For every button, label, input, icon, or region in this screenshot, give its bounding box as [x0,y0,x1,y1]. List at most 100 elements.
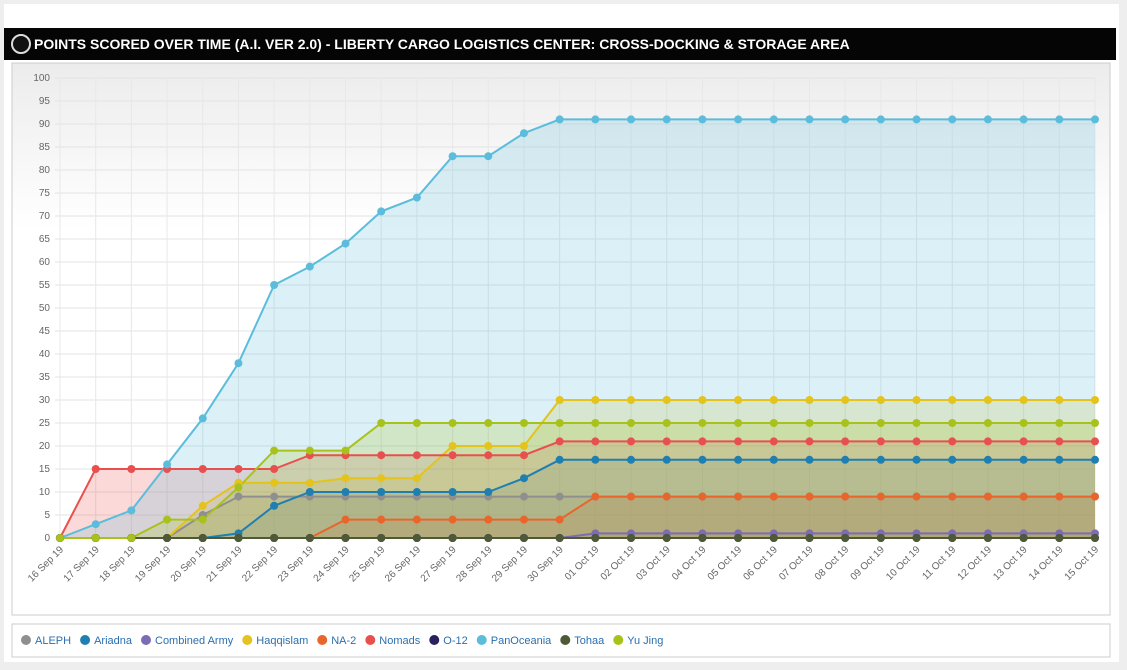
data-point [484,451,493,460]
chart-title: POINTS SCORED OVER TIME (A.I. VER 2.0) -… [34,36,850,52]
data-point [805,437,814,446]
data-point [484,152,493,161]
data-point [876,492,885,501]
data-point [91,520,100,529]
data-point [1091,396,1099,404]
data-point [769,437,778,446]
data-point [876,115,885,124]
data-point [805,419,814,427]
data-point [948,396,957,404]
data-point [769,455,778,464]
data-point [948,419,957,427]
data-point [1019,455,1028,464]
data-point [912,115,921,124]
data-point [591,437,600,446]
data-point [270,478,279,487]
data-point [163,460,172,469]
y-tick-label: 90 [39,119,51,130]
data-point [734,115,743,124]
data-point [555,437,564,446]
data-point [662,115,671,124]
data-point [519,129,528,138]
y-tick-label: 85 [39,142,51,153]
data-point [1055,419,1064,427]
data-point [234,492,243,501]
data-point [198,515,207,524]
data-point [841,115,850,124]
data-point [555,534,564,542]
data-point [234,359,243,368]
data-point [555,115,564,124]
legend-label: NA-2 [331,635,356,647]
data-point [841,396,850,404]
data-point [484,488,493,496]
data-point [1019,534,1028,542]
data-point [591,419,600,427]
data-point [627,115,636,124]
data-point [698,455,707,464]
data-point [1055,396,1064,404]
data-point [698,437,707,446]
series-line [60,399,1095,539]
y-tick-label: 10 [39,487,51,498]
data-point [270,446,279,455]
data-point [1019,492,1028,501]
data-point [412,451,421,460]
data-point [163,534,172,542]
data-point [270,465,279,473]
y-tick-label: 80 [39,165,51,176]
data-point [662,396,671,404]
data-point [627,534,636,542]
y-tick-label: 45 [39,326,51,337]
data-point [91,465,100,473]
data-point [876,396,885,404]
data-point [912,534,921,542]
data-point [698,492,707,501]
legend-label: Tohaa [574,635,605,647]
data-point [341,446,350,455]
data-point [448,488,457,496]
data-point [305,446,314,455]
data-point [555,419,564,427]
data-point [1055,455,1064,464]
data-point [448,419,457,427]
y-tick-label: 75 [39,188,51,199]
data-point [948,455,957,464]
data-point [270,281,279,289]
data-point [912,455,921,464]
legend-marker [429,635,440,645]
legend-label: ALEPH [35,635,71,647]
data-point [305,478,314,487]
data-point [769,396,778,404]
data-point [341,239,350,248]
data-point [948,534,957,542]
y-tick-label: 15 [39,464,51,475]
series-line [60,458,1095,539]
data-point [127,506,136,515]
data-point [270,534,279,542]
data-point [591,115,600,124]
data-point [484,515,493,524]
data-point [484,442,493,450]
data-point [1055,534,1064,542]
data-point [1091,437,1099,446]
data-point [1091,492,1099,501]
y-tick-label: 30 [39,395,51,406]
data-point [377,515,386,524]
data-point [841,419,850,427]
data-point [983,437,992,446]
y-tick-label: 100 [33,73,50,84]
data-point [948,437,957,446]
data-point [948,492,957,501]
data-point [805,115,814,124]
data-point [127,465,136,473]
y-tick-label: 25 [39,418,51,429]
data-point [841,492,850,501]
data-point [734,419,743,427]
legend-marker [560,635,571,645]
legend-label: O-12 [443,635,467,647]
data-point [412,474,421,483]
data-point [912,492,921,501]
data-point [270,492,279,501]
